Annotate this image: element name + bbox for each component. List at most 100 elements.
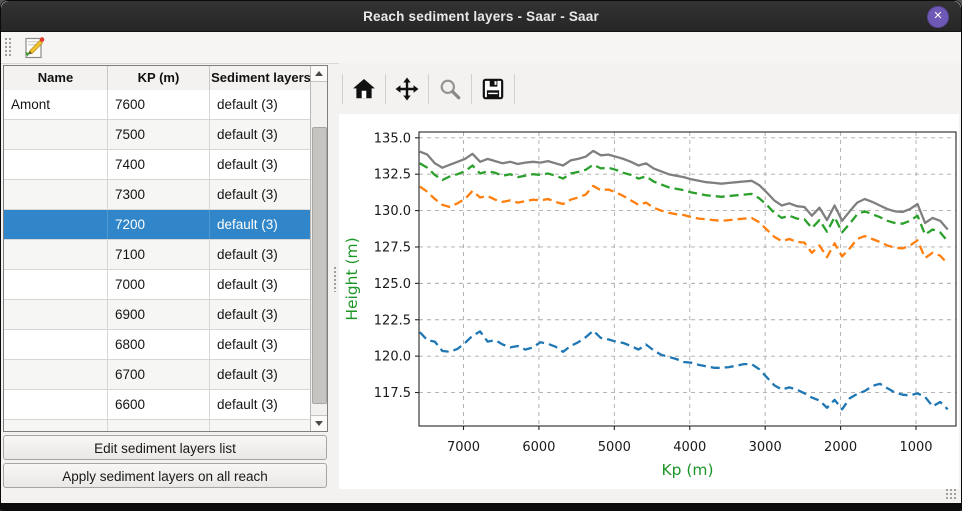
apply-sediment-layers-button[interactable]: Apply sediment layers on all reach: [3, 463, 327, 488]
y-tick-label: 127.5: [374, 240, 411, 255]
sediment-table: Name KP (m) Sediment layers Amont 7600 def…: [3, 65, 328, 432]
table-row[interactable]: Amont 7600 default (3): [4, 90, 312, 120]
table-body: Amont 7600 default (3) 7500 default (3) 7400 d…: [4, 90, 312, 431]
cell-kp: 7500: [108, 120, 210, 149]
cell-sediment-layers: default (3): [217, 337, 278, 352]
edit-sediment-layers-button[interactable]: [20, 34, 49, 63]
table-row[interactable]: 7300 default (3): [4, 180, 312, 210]
save-button[interactable]: [475, 72, 511, 106]
cell-name: [4, 390, 108, 419]
close-icon: ✕: [933, 10, 943, 22]
zoom-button[interactable]: [432, 72, 468, 106]
toolbar-separator: [385, 73, 386, 104]
cell-name: [4, 420, 108, 431]
x-tick-label: 3000: [749, 440, 782, 455]
y-axis-label: Height (m): [343, 237, 361, 320]
toolbar-separator: [428, 73, 429, 104]
splitter-grip-icon: [333, 266, 338, 292]
cell-name: [4, 120, 108, 149]
table-row[interactable]: 7200 default (3): [4, 210, 312, 240]
cell-sediment-layers: default (3): [217, 97, 278, 112]
save-icon: [482, 78, 504, 99]
y-tick-label: 117.5: [374, 386, 411, 401]
cell-name: [4, 180, 108, 209]
cell-kp: 7200: [108, 210, 210, 239]
y-tick-label: 125.0: [374, 277, 411, 292]
table-row[interactable]: 6600 default (3): [4, 390, 312, 420]
x-tick-label: 7000: [447, 440, 480, 455]
x-tick-label: 1000: [899, 440, 932, 455]
x-axis-label: Kp (m): [661, 461, 713, 479]
cell-sediment-layers: default (3): [217, 277, 278, 292]
cell-kp: 7300: [108, 180, 210, 209]
chart-series: [419, 184, 949, 265]
scroll-up-button[interactable]: [311, 66, 327, 82]
arrow-down-icon: [315, 421, 323, 426]
table-row[interactable]: [4, 420, 312, 431]
window-resize-grip[interactable]: [945, 488, 957, 500]
column-header-kp[interactable]: KP (m): [108, 66, 210, 90]
plot-canvas[interactable]: 7000 6000 5000 4000 3000 2000 1000 135.0 132.5 13…: [339, 114, 959, 489]
edit-document-icon: [25, 37, 45, 59]
pan-icon: [395, 77, 419, 100]
cell-name: [4, 330, 108, 359]
chart: 7000 6000 5000 4000 3000 2000 1000 135.0 132.5 13…: [343, 131, 957, 479]
toolbar-separator: [514, 73, 515, 104]
y-tick-label: 120.0: [374, 350, 411, 365]
table-row[interactable]: 7500 default (3): [4, 120, 312, 150]
table-header: Name KP (m) Sediment layers: [4, 66, 327, 91]
cell-kp: 7000: [108, 270, 210, 299]
titlebar[interactable]: Reach sediment layers - Saar - Saar ✕: [1, 1, 961, 32]
table-row[interactable]: 7000 default (3): [4, 270, 312, 300]
cell-kp: [108, 420, 210, 431]
cell-sediment-layers: default (3): [217, 247, 278, 262]
cell-kp: 7600: [108, 90, 210, 119]
close-button[interactable]: ✕: [927, 6, 949, 28]
cell-name: [4, 300, 108, 329]
toolbar-separator: [342, 73, 343, 104]
cell-sediment-layers: default (3): [217, 397, 278, 412]
chart-series: [419, 162, 949, 242]
pan-button[interactable]: [389, 72, 425, 106]
home-icon: [353, 78, 375, 98]
column-header-name[interactable]: Name: [4, 66, 108, 90]
cell-name: [4, 240, 108, 269]
table-row[interactable]: 7100 default (3): [4, 240, 312, 270]
table-row[interactable]: 6800 default (3): [4, 330, 312, 360]
cell-name: [4, 150, 108, 179]
cell-sediment-layers: default (3): [217, 367, 278, 382]
toolbar-drag-handle[interactable]: [4, 37, 13, 58]
scroll-down-button[interactable]: [311, 415, 327, 431]
cell-sediment-layers: [210, 420, 312, 431]
y-tick-label: 132.5: [374, 168, 411, 183]
scrollbar-thumb[interactable]: [312, 127, 327, 404]
table-row[interactable]: 7400 default (3): [4, 150, 312, 180]
cell-kp: 7100: [108, 240, 210, 269]
cell-name: [4, 270, 108, 299]
cell-kp: 6600: [108, 390, 210, 419]
chart-series: [419, 149, 949, 231]
column-header-sediment-layers[interactable]: Sediment layers: [211, 70, 311, 85]
home-button[interactable]: [346, 72, 382, 106]
cell-name: [4, 360, 108, 389]
cell-name: [4, 210, 108, 239]
table-row[interactable]: 6900 default (3): [4, 300, 312, 330]
table-row[interactable]: 6700 default (3): [4, 360, 312, 390]
arrow-up-icon: [315, 71, 323, 76]
x-tick-label: 4000: [673, 440, 706, 455]
table-scrollbar[interactable]: [310, 66, 327, 431]
plot-toolbar: [339, 63, 961, 114]
cell-sediment-layers: default (3): [217, 187, 278, 202]
cell-kp: 6900: [108, 300, 210, 329]
window-title: Reach sediment layers - Saar - Saar: [363, 8, 599, 24]
edit-sediment-layers-list-button[interactable]: Edit sediment layers list: [3, 435, 327, 460]
main-toolbar: [1, 32, 961, 64]
panel-splitter[interactable]: [331, 63, 339, 489]
cell-sediment-layers: default (3): [217, 127, 278, 142]
cell-sediment-layers: default (3): [217, 307, 278, 322]
x-tick-label: 5000: [598, 440, 631, 455]
cell-kp: 7400: [108, 150, 210, 179]
y-tick-label: 130.0: [374, 204, 411, 219]
chart-series: [418, 329, 949, 411]
